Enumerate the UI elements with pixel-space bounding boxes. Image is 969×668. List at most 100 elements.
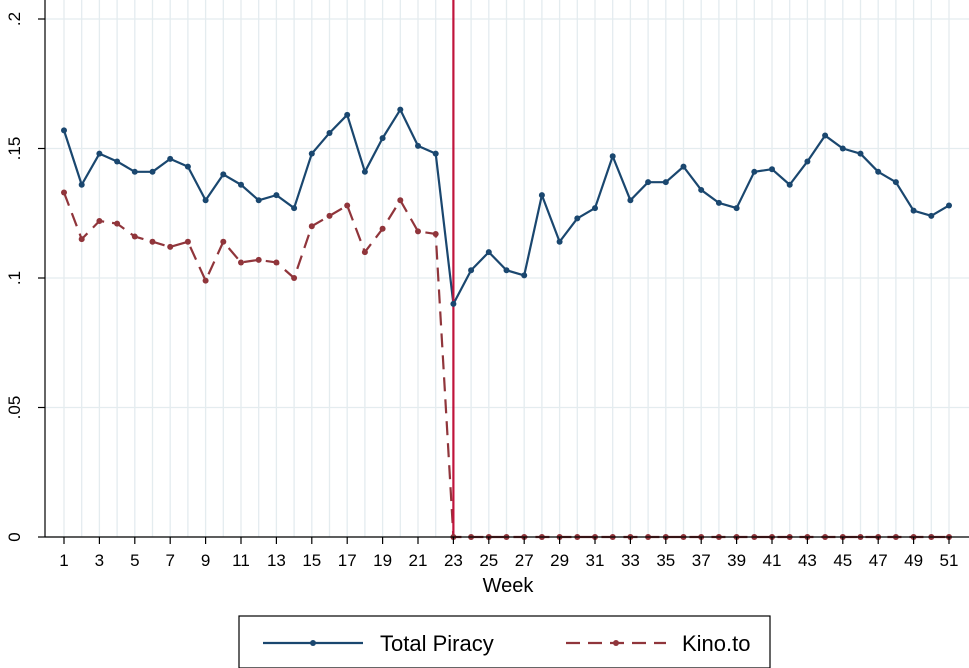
data-point-total-piracy	[627, 197, 634, 204]
data-point-total-piracy	[397, 106, 404, 113]
data-point-total-piracy	[468, 267, 475, 274]
data-point-kino-to	[167, 243, 174, 250]
x-tick-label: 49	[904, 551, 923, 570]
x-tick-label: 3	[95, 551, 104, 570]
data-point-total-piracy	[78, 181, 85, 188]
x-tick-label: 33	[621, 551, 640, 570]
data-point-total-piracy	[609, 153, 616, 160]
data-point-kino-to	[397, 197, 404, 204]
data-point-total-piracy	[308, 150, 315, 157]
x-tick-label: 29	[550, 551, 569, 570]
data-point-total-piracy	[344, 111, 351, 118]
x-tick-label: 17	[338, 551, 357, 570]
data-point-kino-to	[361, 249, 368, 256]
x-tick-label: 41	[763, 551, 782, 570]
x-tick-label: 37	[692, 551, 711, 570]
data-point-total-piracy	[733, 205, 740, 212]
data-point-total-piracy	[432, 150, 439, 157]
y-tick-label: .1	[5, 271, 24, 285]
data-point-total-piracy	[326, 129, 333, 136]
data-point-total-piracy	[361, 168, 368, 175]
data-point-total-piracy	[715, 199, 722, 206]
data-point-total-piracy	[61, 127, 67, 134]
data-point-kino-to	[308, 223, 315, 230]
data-point-total-piracy	[839, 145, 846, 152]
x-tick-label: 45	[833, 551, 852, 570]
data-point-total-piracy	[857, 150, 864, 157]
x-tick-label: 9	[201, 551, 210, 570]
data-point-total-piracy	[255, 197, 262, 204]
x-axis-title: Week	[483, 575, 535, 597]
axes	[44, 0, 969, 538]
data-point-kino-to	[326, 212, 333, 219]
data-point-kino-to	[432, 230, 439, 237]
data-point-kino-to	[255, 256, 262, 263]
x-tick-label: 27	[515, 551, 534, 570]
grid-lines	[45, 0, 969, 538]
data-point-total-piracy	[786, 181, 793, 188]
y-tick-label: .2	[5, 12, 24, 26]
data-point-total-piracy	[149, 168, 156, 175]
y-ticks: 0 .05 .1 .15 .2	[5, 12, 45, 542]
y-tick-label: 0	[5, 532, 24, 541]
data-point-total-piracy	[379, 135, 386, 142]
data-point-total-piracy	[202, 197, 209, 204]
x-tick-label: 39	[727, 551, 746, 570]
data-point-total-piracy	[892, 179, 899, 186]
data-point-kino-to	[149, 238, 156, 245]
data-point-kino-to	[202, 277, 209, 284]
data-point-total-piracy	[503, 267, 510, 274]
data-point-kino-to	[96, 218, 103, 225]
data-point-total-piracy	[698, 186, 705, 193]
data-point-kino-to	[344, 202, 351, 209]
x-tick-label: 35	[656, 551, 675, 570]
data-point-total-piracy	[822, 132, 829, 139]
data-point-total-piracy	[946, 202, 952, 209]
data-point-total-piracy	[875, 168, 882, 175]
data-point-total-piracy	[184, 163, 191, 170]
x-tick-label: 43	[798, 551, 817, 570]
data-point-total-piracy	[450, 300, 457, 307]
legend-label-kino-to: Kino.to	[682, 631, 751, 656]
data-point-total-piracy	[238, 181, 244, 188]
y-tick-label: .05	[5, 396, 24, 420]
data-point-total-piracy	[928, 212, 935, 219]
data-point-total-piracy	[556, 238, 563, 245]
legend-marker-total-piracy	[310, 640, 316, 646]
x-tick-label: 47	[869, 551, 888, 570]
data-point-total-piracy	[96, 150, 103, 157]
data-point-total-piracy	[680, 163, 687, 170]
data-point-total-piracy	[662, 179, 669, 186]
x-tick-label: 25	[479, 551, 498, 570]
data-point-total-piracy	[645, 179, 652, 186]
legend-marker-kino-to	[613, 640, 619, 646]
x-tick-label: 21	[409, 551, 428, 570]
data-point-total-piracy	[592, 205, 598, 212]
legend-label-total-piracy: Total Piracy	[380, 631, 494, 656]
data-point-total-piracy	[751, 168, 758, 175]
data-point-kino-to	[273, 259, 280, 266]
data-point-total-piracy	[574, 215, 581, 222]
x-tick-label: 5	[130, 551, 139, 570]
data-point-kino-to	[114, 220, 121, 227]
x-tick-label: 23	[444, 551, 463, 570]
data-point-kino-to	[131, 233, 138, 240]
x-tick-label: 15	[302, 551, 321, 570]
data-point-kino-to	[291, 275, 298, 281]
data-point-total-piracy	[273, 192, 280, 199]
x-ticks: 1 3 5 7 9 11 13 15 17 19 21 23 25 27 29 31 33 35 37 39 41 43 4…	[59, 537, 958, 570]
data-point-kino-to	[220, 238, 227, 245]
data-point-total-piracy	[167, 155, 174, 162]
x-tick-label: 51	[940, 551, 959, 570]
data-point-total-piracy	[131, 168, 138, 175]
data-point-total-piracy	[910, 207, 917, 214]
legend-box	[238, 615, 771, 668]
data-point-total-piracy	[485, 249, 492, 256]
x-tick-label: 19	[373, 551, 392, 570]
data-point-kino-to	[415, 228, 421, 235]
data-point-kino-to	[184, 238, 191, 245]
x-tick-label: 1	[59, 551, 68, 570]
data-point-kino-to	[238, 259, 244, 266]
data-point-kino-to	[61, 189, 67, 196]
